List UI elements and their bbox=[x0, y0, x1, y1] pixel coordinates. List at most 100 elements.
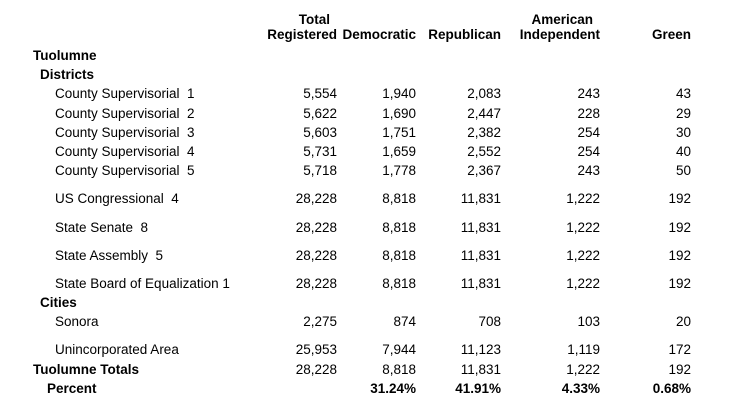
row-label: County Supervisorial 3 bbox=[55, 124, 195, 140]
table-cell: 11,831 bbox=[460, 219, 501, 235]
table-cell: 20 bbox=[675, 314, 691, 330]
table-cell: 1,222 bbox=[566, 275, 600, 291]
row-label: Tuolumne Totals bbox=[33, 361, 139, 377]
column-header-american: American bbox=[531, 12, 593, 27]
table-cell: 5,731 bbox=[303, 143, 337, 159]
table-body: Tuolumne Districts County Supervisorial 1 5… bbox=[0, 46, 745, 398]
table-cell: 28,228 bbox=[295, 275, 337, 291]
column-header-republican: Republican bbox=[428, 27, 501, 42]
column-header-total: Total bbox=[298, 12, 330, 27]
table-cell bbox=[337, 293, 416, 312]
table-row: Districts bbox=[0, 65, 745, 84]
table-cell: 5,718 bbox=[303, 163, 337, 179]
table-cell bbox=[501, 46, 600, 65]
table-cell: 1,222 bbox=[566, 361, 600, 377]
table-cell: 874 bbox=[393, 314, 416, 330]
table-cell: 243 bbox=[577, 163, 600, 179]
table-cell: 11,123 bbox=[460, 342, 501, 358]
table-cell: 1,222 bbox=[566, 219, 600, 235]
table-row: County Supervisorial 4 5,731 1,659 2,552 254… bbox=[0, 142, 745, 161]
table-cell: 8,818 bbox=[382, 219, 416, 235]
table-cell: 2,382 bbox=[467, 124, 501, 140]
table-cell: 1,690 bbox=[382, 105, 416, 121]
table-cell bbox=[250, 379, 337, 398]
table-row: US Congressional 4 28,228 8,818 11,831 1,222… bbox=[0, 189, 745, 208]
table-row: Unincorporated Area 25,953 7,944 11,123 1,11… bbox=[0, 340, 745, 359]
table-cell bbox=[337, 65, 416, 84]
table-cell: 4.33% bbox=[561, 380, 600, 396]
table-cell: 192 bbox=[668, 191, 691, 207]
column-header-spacer bbox=[337, 12, 416, 27]
table-cell: 2,552 bbox=[467, 143, 501, 159]
table-cell: 11,831 bbox=[460, 361, 501, 377]
table-cell: 1,778 bbox=[382, 163, 416, 179]
table-cell: 7,944 bbox=[382, 342, 416, 358]
table-cell: 2,083 bbox=[467, 86, 501, 102]
table-cell bbox=[600, 46, 691, 65]
row-label: County Supervisorial 4 bbox=[55, 143, 195, 159]
table-cell bbox=[337, 46, 416, 65]
table-cell: 1,659 bbox=[382, 143, 416, 159]
column-header-spacer bbox=[416, 12, 501, 27]
table-cell bbox=[501, 65, 600, 84]
table-cell: 5,622 bbox=[303, 105, 337, 121]
row-label: County Supervisorial 1 bbox=[55, 86, 195, 102]
row-label: US Congressional 4 bbox=[55, 191, 179, 207]
table-cell bbox=[250, 65, 337, 84]
table-cell: 0.68% bbox=[652, 380, 691, 396]
row-label: Percent bbox=[47, 380, 97, 396]
table-cell: 50 bbox=[675, 163, 691, 179]
table-cell: 192 bbox=[668, 247, 691, 263]
row-label: State Assembly 5 bbox=[55, 247, 164, 263]
table-cell: 28,228 bbox=[295, 191, 337, 207]
table-cell: 25,953 bbox=[295, 342, 337, 358]
table-cell: 5,603 bbox=[303, 124, 337, 140]
table-row: Percent 31.24% 41.91% 4.33% 0.68% bbox=[0, 379, 745, 398]
row-label: State Senate 8 bbox=[55, 219, 149, 235]
table-cell: 254 bbox=[577, 143, 600, 159]
table-row: County Supervisorial 5 5,718 1,778 2,367 243… bbox=[0, 161, 745, 180]
table-cell: 2,367 bbox=[467, 163, 501, 179]
table-cell bbox=[250, 46, 337, 65]
header-line-bottom: Registered Democratic Republican Indepen… bbox=[0, 27, 745, 42]
table-cell: 192 bbox=[668, 275, 691, 291]
row-label: Sonora bbox=[55, 314, 99, 330]
table-cell: 30 bbox=[675, 124, 691, 140]
table-header: Total American Registered Democratic Rep… bbox=[0, 12, 745, 42]
row-label: County Supervisorial 5 bbox=[55, 163, 195, 179]
table-cell bbox=[250, 293, 337, 312]
column-header-democratic: Democratic bbox=[342, 27, 416, 42]
row-label: Districts bbox=[40, 67, 95, 83]
table-cell: 103 bbox=[577, 314, 600, 330]
table-row: State Board of Equalization 1 28,228 8,818… bbox=[0, 274, 745, 293]
table-row: County Supervisorial 1 5,554 1,940 2,083 243… bbox=[0, 84, 745, 103]
table-cell bbox=[501, 293, 600, 312]
table-cell: 2,275 bbox=[303, 314, 337, 330]
table-cell: 192 bbox=[668, 219, 691, 235]
row-label: State Board of Equalization 1 bbox=[55, 275, 230, 291]
header-spacer bbox=[0, 27, 250, 42]
table-cell: 243 bbox=[577, 86, 600, 102]
table-cell: 1,940 bbox=[382, 86, 416, 102]
table-cell: 2,447 bbox=[467, 105, 501, 121]
table-row: State Senate 8 28,228 8,818 11,831 1,222 192 bbox=[0, 218, 745, 237]
column-header-independent: Independent bbox=[519, 27, 600, 42]
row-label: Cities bbox=[40, 295, 77, 311]
table-cell: 11,831 bbox=[460, 275, 501, 291]
table-cell: 28,228 bbox=[295, 219, 337, 235]
table-row: Cities bbox=[0, 293, 745, 312]
table-cell: 254 bbox=[577, 124, 600, 140]
row-label: Tuolumne bbox=[33, 48, 97, 63]
table-row: Tuolumne Totals 28,228 8,818 11,831 1,222 192 bbox=[0, 360, 745, 379]
table-row: County Supervisorial 2 5,622 1,690 2,447 228… bbox=[0, 104, 745, 123]
table-cell: 1,119 bbox=[567, 342, 600, 358]
table-cell: 1,222 bbox=[566, 191, 600, 207]
table-cell: 708 bbox=[478, 314, 501, 330]
table-cell: 31.24% bbox=[370, 380, 416, 396]
row-label: County Supervisorial 2 bbox=[55, 105, 195, 121]
table-cell: 5,554 bbox=[303, 86, 337, 102]
table-cell: 172 bbox=[668, 342, 691, 358]
table-cell: 228 bbox=[577, 105, 600, 121]
table-row: County Supervisorial 3 5,603 1,751 2,382 254… bbox=[0, 123, 745, 142]
